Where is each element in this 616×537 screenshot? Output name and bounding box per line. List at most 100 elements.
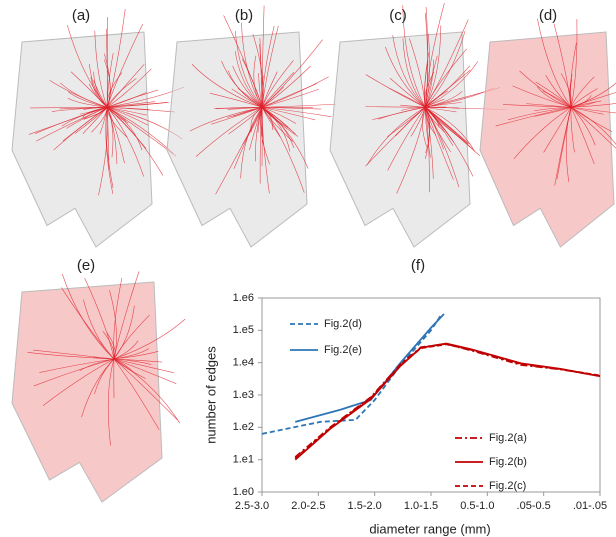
- vessel: [113, 358, 146, 379]
- vessel: [113, 277, 123, 360]
- vessel: [209, 92, 263, 108]
- vessel: [99, 107, 108, 135]
- y-tick-label: 1.e4: [233, 357, 254, 369]
- y-tick-label: 1.e2: [233, 421, 254, 433]
- x-tick-label: 2.5-3.0: [235, 500, 269, 512]
- vessel: [106, 107, 114, 158]
- vessel: [262, 106, 297, 124]
- vessel: [534, 106, 572, 117]
- vessel: [215, 107, 263, 195]
- series-line: [294, 342, 601, 461]
- vessel: [113, 314, 150, 360]
- vessel: [571, 106, 616, 114]
- vessel: [241, 22, 263, 108]
- vessel: [262, 88, 319, 108]
- vessel: [570, 106, 616, 145]
- vessel: [402, 38, 426, 108]
- vessel: [107, 107, 164, 176]
- vessel: [61, 287, 115, 360]
- volume: [329, 31, 471, 248]
- render-image: [329, 2, 507, 248]
- vessel: [570, 107, 596, 146]
- series-line: [261, 314, 442, 435]
- vessel: [425, 102, 462, 108]
- vessel: [424, 107, 455, 143]
- vessel: [262, 106, 316, 121]
- vessel: [570, 19, 578, 108]
- vessel: [107, 102, 169, 108]
- vessel: [113, 358, 177, 384]
- vessel: [424, 7, 429, 108]
- vessel: [67, 91, 108, 108]
- vessel: [545, 75, 572, 108]
- vessel: [424, 107, 430, 193]
- vessel: [543, 107, 572, 153]
- volume: [166, 31, 308, 248]
- vessel: [113, 358, 181, 424]
- vessel: [93, 71, 108, 108]
- vessel: [240, 107, 263, 179]
- render-image: [11, 9, 185, 248]
- vessel: [106, 64, 145, 108]
- render-image: [11, 271, 186, 503]
- vessel: [228, 107, 263, 135]
- vessel: [107, 68, 152, 108]
- vessel: [30, 106, 108, 109]
- vessel: [424, 52, 430, 108]
- chart-title: (f): [411, 257, 425, 274]
- y-tick-label: 1.e5: [233, 324, 254, 336]
- vessel: [537, 18, 572, 108]
- vessel: [94, 30, 108, 108]
- vessel: [570, 107, 616, 149]
- vessel: [107, 106, 148, 116]
- vessel: [570, 107, 575, 153]
- vessel: [424, 107, 445, 133]
- vessel: [94, 358, 115, 395]
- vessel: [106, 107, 128, 138]
- vessel: [107, 358, 115, 446]
- panel-label: (e): [77, 257, 95, 274]
- vessel: [106, 24, 143, 108]
- vessel: [191, 64, 263, 108]
- vessel: [49, 80, 108, 108]
- vessel: [113, 358, 152, 365]
- vessel: [262, 65, 311, 108]
- vessel: [534, 106, 572, 112]
- vessel: [495, 106, 572, 127]
- vessel: [261, 107, 294, 142]
- vessel: [113, 358, 160, 430]
- vessel: [259, 107, 263, 184]
- vessel: [424, 2, 445, 108]
- vessel: [67, 98, 108, 108]
- vessel: [366, 106, 426, 165]
- vessel: [33, 358, 115, 387]
- panel-label: (b): [235, 7, 253, 24]
- volume: [11, 281, 163, 503]
- vessel: [113, 358, 175, 374]
- vessel: [565, 107, 572, 182]
- x-tick-label: 1.5-2.0: [348, 500, 382, 512]
- volume: [11, 31, 153, 248]
- vessel: [107, 106, 175, 113]
- vessel: [570, 107, 595, 165]
- panel-label: (a): [72, 7, 90, 24]
- vessel: [98, 107, 109, 196]
- render-image: [166, 5, 336, 248]
- vessel: [106, 332, 116, 360]
- panel-label: (c): [389, 7, 407, 24]
- vessel: [395, 107, 426, 137]
- vessel: [106, 9, 126, 108]
- legend-label: Fig.2(c): [489, 480, 526, 492]
- vessel: [234, 51, 263, 108]
- vessel: [28, 106, 108, 135]
- vessel: [221, 60, 263, 108]
- vessel: [231, 88, 263, 108]
- vessel: [424, 30, 466, 108]
- vessel: [425, 65, 471, 108]
- vessel: [113, 318, 186, 360]
- vessel: [88, 83, 108, 108]
- y-tick-label: 1.e0: [233, 486, 254, 498]
- series-line: [294, 343, 601, 460]
- vessel: [261, 72, 295, 108]
